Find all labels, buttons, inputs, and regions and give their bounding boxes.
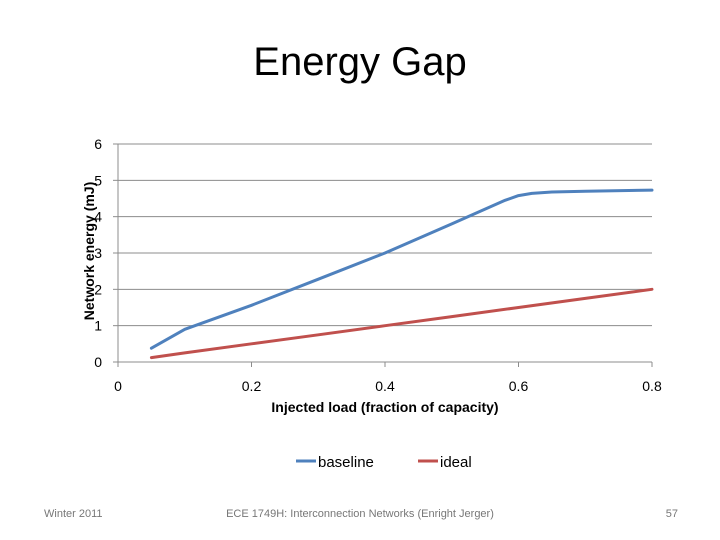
x-tick-label: 0.6 [509,378,529,394]
x-tick-label: 0.4 [375,378,395,394]
x-tick-label: 0.2 [242,378,262,394]
slide-title: Energy Gap [253,40,467,84]
x-axis-label: Injected load (fraction of capacity) [271,399,498,415]
tick-labels: 0 1 2 3 4 5 6 0 0.2 0.4 0.6 0.8 [94,136,662,394]
slide-number: 57 [665,508,678,520]
y-tick-label: 4 [94,209,102,225]
axes [113,143,653,367]
x-tick-label: 0.8 [642,378,662,394]
y-tick-label: 2 [94,281,102,297]
legend: baseline ideal [296,454,472,471]
y-tick-label: 6 [94,136,102,152]
y-axis-label: Network energy (mJ) [81,182,97,320]
legend-label-ideal: ideal [440,454,472,471]
y-tick-label: 0 [94,354,102,370]
legend-label-baseline: baseline [318,454,374,471]
y-tick-label: 3 [94,245,102,261]
series-line-baseline [149,188,654,350]
series-line-ideal [149,287,654,360]
y-tick-label: 1 [94,318,102,334]
x-tick-label: 0 [114,378,122,394]
grid-lines [118,143,652,327]
footer-course: ECE 1749H: Interconnection Networks (Enr… [226,508,494,520]
series-lines [149,188,654,360]
footer-date: Winter 2011 [44,508,103,520]
y-tick-label: 5 [94,172,102,188]
